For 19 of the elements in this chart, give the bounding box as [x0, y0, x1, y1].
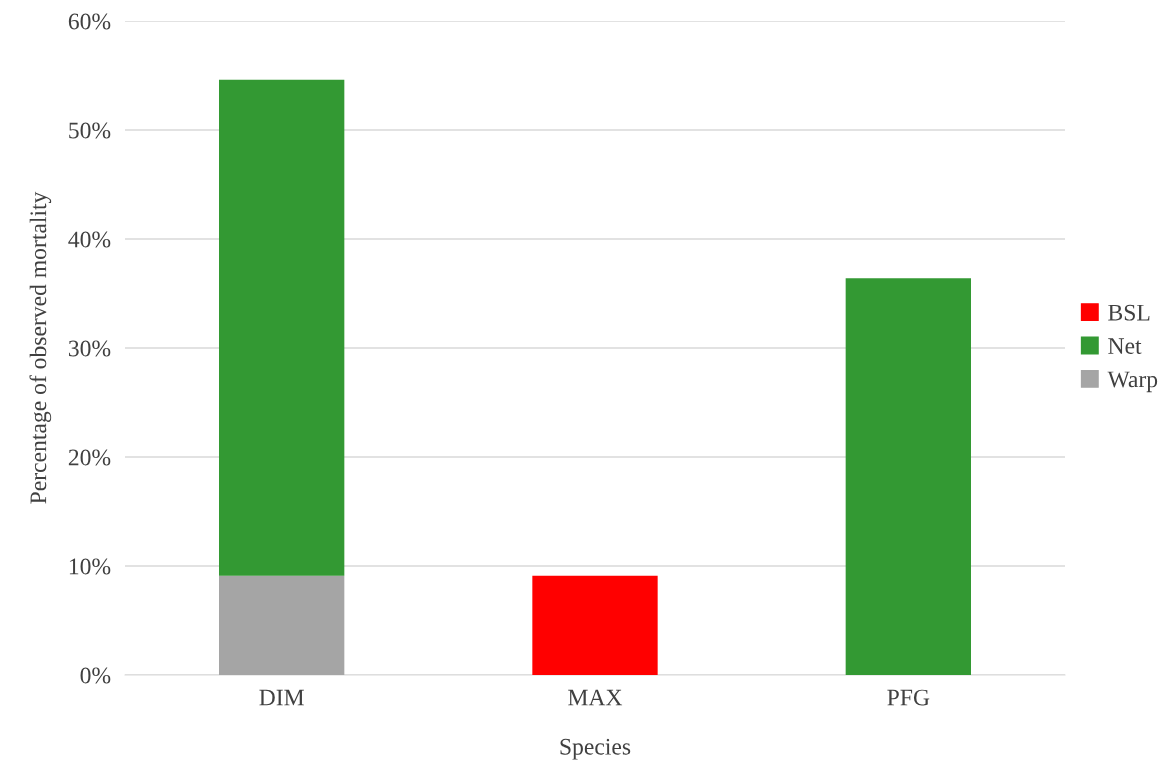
- bar: [219, 575, 345, 675]
- bar: [532, 575, 658, 675]
- y-tick-label: 30%: [68, 340, 111, 357]
- x-tick-label: PFG: [887, 689, 930, 706]
- x-axis-title: Species: [560, 738, 631, 760]
- x-tick-label: DIM: [259, 689, 304, 706]
- y-tick-label: 40%: [68, 231, 111, 248]
- y-tick-label: 20%: [68, 449, 111, 466]
- bar: [219, 79, 345, 576]
- y-tick-label: 10%: [69, 558, 111, 575]
- y-axis-title: Percentage of observed mortality: [29, 191, 52, 504]
- legend-label: Warp: [1107, 371, 1158, 393]
- legend-label: Net: [1108, 338, 1142, 354]
- y-tick-label: 0%: [80, 667, 111, 684]
- bar: [845, 278, 971, 675]
- y-tick-label: 50%: [69, 122, 111, 139]
- x-tick-label: MAX: [568, 689, 623, 706]
- y-tick-label: 60%: [68, 13, 111, 30]
- legend-label: BSL: [1108, 304, 1150, 321]
